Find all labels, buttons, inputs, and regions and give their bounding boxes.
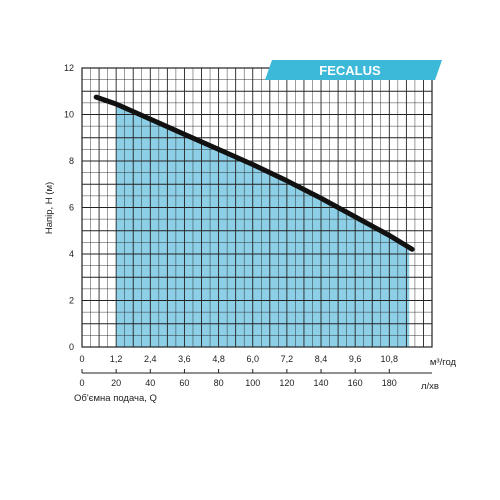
x-bottom-title: Об'ємна подача, Q xyxy=(74,393,157,404)
y-tick-label: 6 xyxy=(69,203,74,213)
model-banner: FECALUS xyxy=(265,60,442,80)
y-tick-label: 12 xyxy=(64,63,74,73)
x-top-tick-label: 3,6 xyxy=(178,354,191,364)
x-bottom-tick-label: 160 xyxy=(348,378,363,388)
x-top-unit: м³/год xyxy=(430,357,457,368)
banner-background xyxy=(265,60,442,80)
x-top-tick-label: 2,4 xyxy=(144,354,157,364)
x-bottom-tick-label: 60 xyxy=(179,378,189,388)
performance-curve xyxy=(93,94,415,252)
y-tick-label: 0 xyxy=(69,342,74,352)
y-tick-label: 10 xyxy=(64,110,74,120)
banner-label: FECALUS xyxy=(319,63,381,78)
y-tick-label: 4 xyxy=(69,249,74,259)
x-bottom-tick-label: 80 xyxy=(214,378,224,388)
y-tick-label: 8 xyxy=(69,156,74,166)
shaded-area xyxy=(116,104,410,347)
x-top-tick-label: 6,0 xyxy=(246,354,259,364)
x-bottom-tick-label: 140 xyxy=(314,378,329,388)
x-bottom-tick-label: 180 xyxy=(382,378,397,388)
y-tick-label: 2 xyxy=(69,296,74,306)
x-bottom-tick-label: 40 xyxy=(145,378,155,388)
chart-grid xyxy=(81,67,433,348)
x-top-tick-label: 9,6 xyxy=(349,354,362,364)
x-bottom-tick-label: 0 xyxy=(79,378,84,388)
performance-curve-line xyxy=(93,94,415,252)
x-top-tick-label: 7,2 xyxy=(281,354,294,364)
x-bottom-tick-label: 120 xyxy=(279,378,294,388)
x-top-tick-label: 10,8 xyxy=(381,354,399,364)
x-bottom-unit: л/хв xyxy=(421,381,439,392)
y-axis-title: Напір, Н (м) xyxy=(44,182,55,234)
x-top-tick-label: 8,4 xyxy=(315,354,328,364)
x-bottom-tick-label: 100 xyxy=(245,378,260,388)
x-top-tick-label: 1,2 xyxy=(110,354,123,364)
x-top-tick-label: 4,8 xyxy=(212,354,225,364)
x-bottom-tick-label: 20 xyxy=(111,378,121,388)
operating-range-fill xyxy=(116,104,410,347)
x-top-tick-label: 0 xyxy=(79,354,84,364)
plot-frame xyxy=(81,67,433,348)
